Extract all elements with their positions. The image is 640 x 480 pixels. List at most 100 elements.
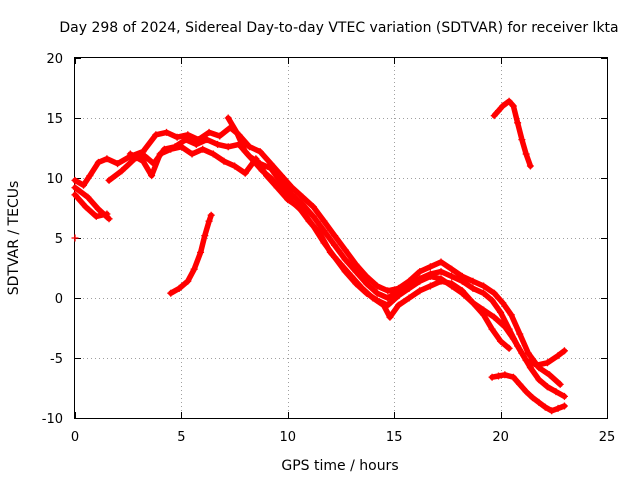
tick-labels: 0 5 10 15 20 25 -10 -5 0 5 10 15 20: [42, 52, 616, 445]
x-axis-label: GPS time / hours: [281, 458, 398, 474]
data-point: [277, 179, 285, 187]
data-point: [197, 248, 205, 256]
data-point: [320, 217, 328, 225]
data-point: [203, 136, 211, 144]
x-tick-label: 20: [492, 430, 509, 445]
x-tick-label: 25: [599, 430, 616, 445]
series-trace-10: [71, 234, 79, 242]
data-point: [426, 263, 434, 271]
data-point: [331, 241, 339, 249]
data-point: [546, 371, 554, 379]
y-tick-label: 10: [46, 172, 63, 187]
data-point: [373, 296, 381, 304]
data-point: [494, 372, 502, 380]
data-point: [220, 157, 228, 165]
data-point: [299, 193, 307, 201]
data-point: [163, 128, 171, 136]
data-point: [488, 296, 496, 304]
data-point: [258, 167, 266, 175]
data-point: [214, 140, 222, 148]
data-point: [205, 128, 213, 136]
y-axis-label: SDTVAR / TECUs: [6, 181, 22, 296]
data-point: [363, 272, 371, 280]
data-point: [505, 344, 513, 352]
data-point: [309, 212, 317, 220]
axis-ticks: [75, 58, 608, 419]
data-point: [458, 277, 466, 285]
data-point: [405, 284, 413, 292]
data-point: [509, 373, 517, 381]
y-tick-label: 20: [46, 52, 63, 67]
data-point: [207, 211, 215, 219]
data-point: [241, 148, 249, 156]
data-point: [331, 232, 339, 240]
data-point: [118, 167, 126, 175]
data-point: [299, 208, 307, 216]
data-point: [167, 289, 175, 297]
data-point: [490, 289, 498, 297]
series-trace-5: [126, 143, 513, 352]
data-point: [509, 335, 517, 343]
series-line: [72, 184, 112, 222]
data-point: [469, 284, 477, 292]
data-point: [288, 184, 296, 192]
data-point: [426, 282, 434, 290]
data-point: [148, 172, 156, 180]
data-point: [250, 157, 258, 165]
data-point: [199, 145, 207, 153]
data-point: [352, 260, 360, 268]
series-trace-7: [167, 211, 215, 297]
data-point: [309, 203, 317, 211]
data-point: [490, 313, 498, 321]
data-point: [299, 200, 307, 208]
data-point: [507, 311, 515, 319]
data-point: [497, 337, 505, 345]
data-point: [267, 174, 275, 182]
data-point: [437, 258, 445, 266]
data-point: [373, 282, 381, 290]
data-point: [205, 217, 213, 225]
data-point: [192, 140, 200, 148]
data-point: [526, 364, 534, 372]
data-point: [71, 191, 79, 199]
data-point: [188, 150, 196, 158]
data-point: [384, 294, 392, 302]
y-tick-label: -5: [50, 352, 63, 367]
data-point: [331, 253, 339, 261]
data-point: [560, 402, 568, 410]
data-point: [320, 239, 328, 247]
data-point: [556, 380, 564, 388]
data-point: [560, 392, 568, 400]
y-tick-label: 5: [55, 232, 63, 247]
data-point: [384, 301, 392, 309]
data-point: [505, 97, 513, 105]
data-point: [448, 265, 456, 273]
data-point: [126, 150, 134, 158]
data-point: [216, 132, 224, 140]
data-point: [105, 176, 113, 184]
data-point: [416, 277, 424, 285]
data-point: [416, 287, 424, 295]
data-point: [522, 150, 530, 158]
y-tick-label: 0: [55, 292, 63, 307]
grid-lines: [75, 58, 607, 418]
series-trace-8: [490, 97, 534, 170]
data-point: [182, 136, 190, 144]
data-point: [156, 150, 164, 158]
series-trace-9: [488, 371, 568, 415]
data-point: [71, 184, 79, 192]
series-trace-6: [224, 114, 568, 400]
data-point: [231, 162, 239, 170]
data-point: [560, 347, 568, 355]
x-tick-label: 10: [280, 430, 297, 445]
chart-title: Day 298 of 2024, Sidereal Day-to-day VTE…: [59, 20, 618, 36]
x-tick-label: 0: [71, 430, 79, 445]
data-point: [509, 102, 517, 110]
y-tick-label: -10: [42, 412, 63, 427]
data-point: [363, 280, 371, 288]
data-point: [245, 143, 253, 151]
data-point: [469, 277, 477, 285]
data-point: [458, 289, 466, 297]
data-point: [373, 289, 381, 297]
